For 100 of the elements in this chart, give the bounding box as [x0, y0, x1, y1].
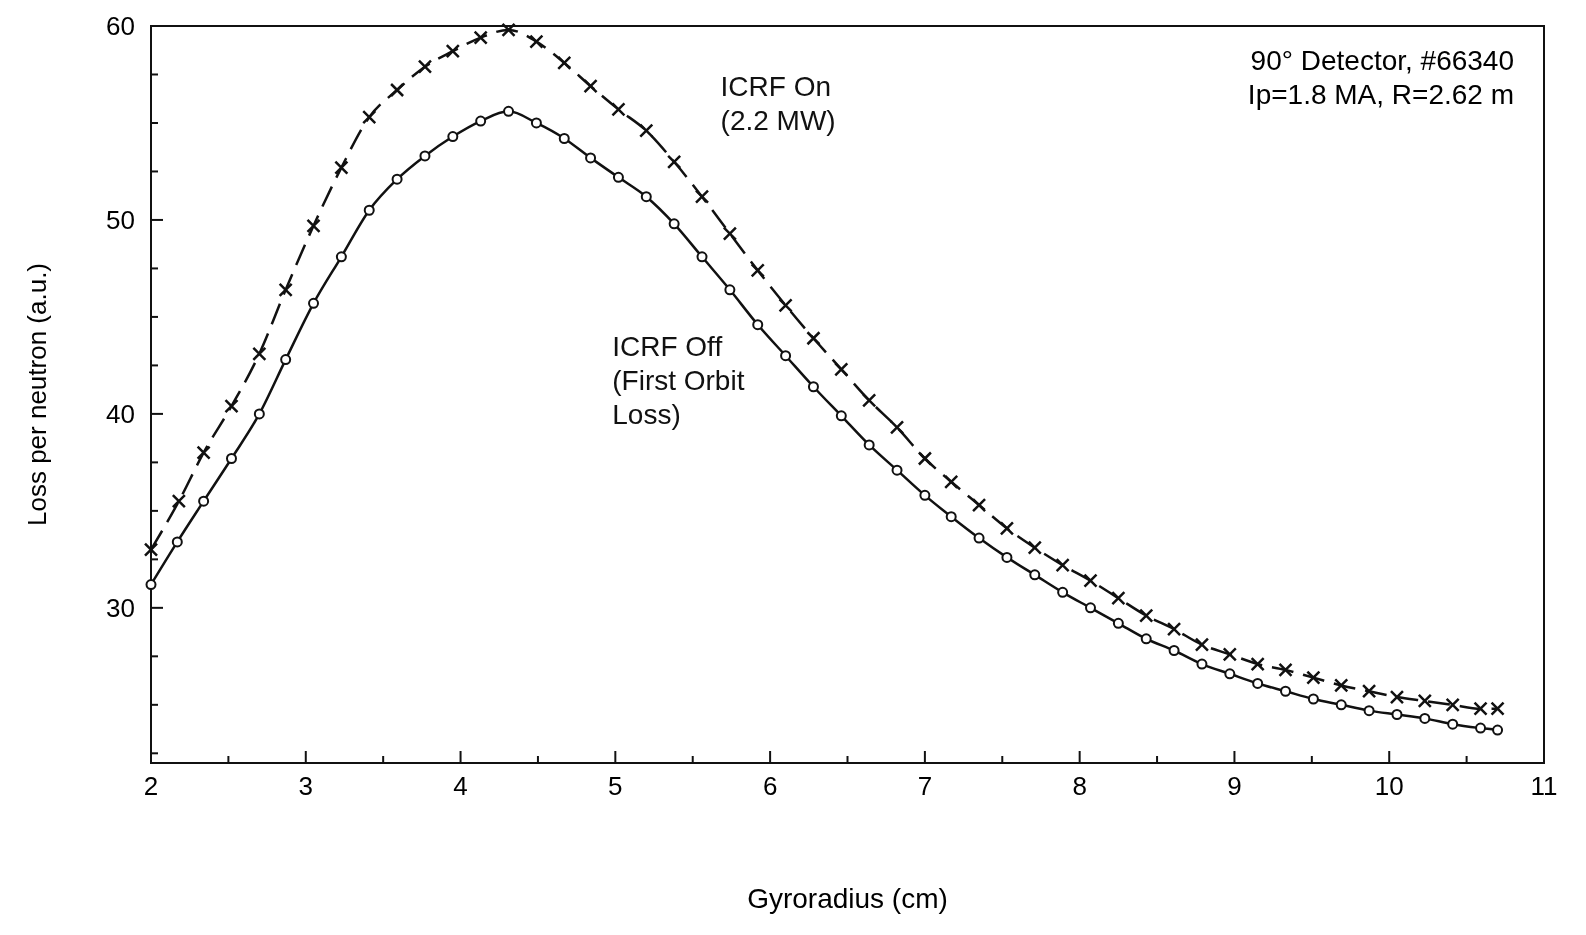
point	[503, 105, 515, 117]
point	[834, 362, 849, 377]
series-label: ICRF On (2.2 MW)	[720, 70, 836, 136]
point	[1083, 573, 1098, 588]
point	[639, 123, 654, 138]
point	[389, 82, 405, 98]
point	[668, 218, 680, 230]
point	[306, 218, 321, 234]
point	[1224, 668, 1236, 680]
point	[1112, 617, 1124, 629]
point	[1419, 712, 1431, 724]
point	[1391, 709, 1403, 721]
point	[280, 354, 292, 366]
x-tick-label: 9	[1227, 771, 1242, 801]
x-tick-label: 5	[608, 771, 623, 801]
point	[1280, 685, 1292, 697]
point	[361, 109, 377, 125]
point	[1417, 693, 1433, 709]
x-axis-title: Gyroradius (cm)	[747, 883, 948, 914]
point	[1307, 693, 1319, 705]
point	[861, 393, 877, 408]
point	[1027, 540, 1043, 555]
x-tick-label: 8	[1072, 771, 1087, 801]
point	[1389, 689, 1405, 705]
point	[391, 173, 403, 185]
point	[1057, 586, 1069, 598]
point	[1278, 662, 1293, 678]
x-tick-label: 2	[143, 771, 159, 801]
point	[724, 284, 736, 296]
point	[143, 542, 159, 557]
point	[1361, 683, 1377, 699]
x-tick-label: 6	[762, 771, 778, 801]
point	[529, 34, 544, 49]
point	[419, 150, 431, 162]
point	[919, 489, 931, 501]
point	[612, 171, 624, 183]
point	[1196, 658, 1208, 670]
point	[363, 204, 375, 216]
point	[335, 251, 347, 263]
point	[666, 154, 682, 170]
point	[1168, 645, 1180, 657]
point	[971, 497, 987, 513]
point	[1138, 608, 1154, 623]
x-tick-label: 11	[1530, 771, 1558, 801]
point	[1490, 701, 1505, 716]
point	[171, 493, 187, 509]
point	[973, 532, 985, 544]
point	[145, 579, 157, 591]
x-tick-label: 3	[298, 771, 314, 801]
point	[1250, 656, 1265, 672]
point	[945, 511, 957, 523]
x-tick-label: 4	[453, 771, 468, 801]
point	[696, 251, 708, 263]
point	[1111, 590, 1126, 606]
point	[473, 30, 488, 45]
point	[1333, 678, 1349, 693]
point	[863, 439, 875, 451]
point	[196, 445, 211, 460]
point	[583, 78, 598, 94]
point	[1473, 701, 1488, 716]
point	[1222, 647, 1238, 662]
y-tick-label: 30	[106, 592, 135, 623]
point	[198, 495, 210, 507]
y-tick-label: 50	[106, 204, 135, 235]
point	[225, 453, 237, 464]
point	[999, 521, 1015, 536]
point	[778, 298, 793, 313]
point	[417, 59, 433, 74]
point	[1029, 569, 1041, 581]
point	[334, 160, 349, 175]
point	[1445, 697, 1460, 713]
point	[253, 408, 265, 420]
point	[252, 346, 267, 362]
point	[611, 102, 626, 117]
point	[1001, 551, 1013, 563]
point	[807, 381, 819, 393]
point	[585, 152, 597, 164]
point	[1306, 670, 1321, 685]
point	[1363, 705, 1375, 717]
point	[752, 319, 764, 331]
point	[1335, 699, 1347, 711]
point	[445, 43, 461, 59]
point	[475, 115, 487, 127]
point	[889, 420, 905, 435]
point	[1055, 557, 1070, 573]
point	[1166, 621, 1182, 637]
point	[558, 132, 570, 144]
point	[1194, 637, 1210, 652]
point	[530, 117, 542, 129]
y-tick-label: 60	[106, 11, 135, 41]
point	[694, 189, 710, 204]
point	[278, 282, 293, 298]
x-tick-label: 10	[1374, 771, 1404, 801]
point	[308, 297, 320, 309]
point	[780, 350, 792, 362]
point	[501, 22, 516, 38]
point	[806, 331, 821, 346]
point	[447, 131, 459, 143]
point	[750, 263, 765, 278]
point	[1475, 722, 1487, 734]
